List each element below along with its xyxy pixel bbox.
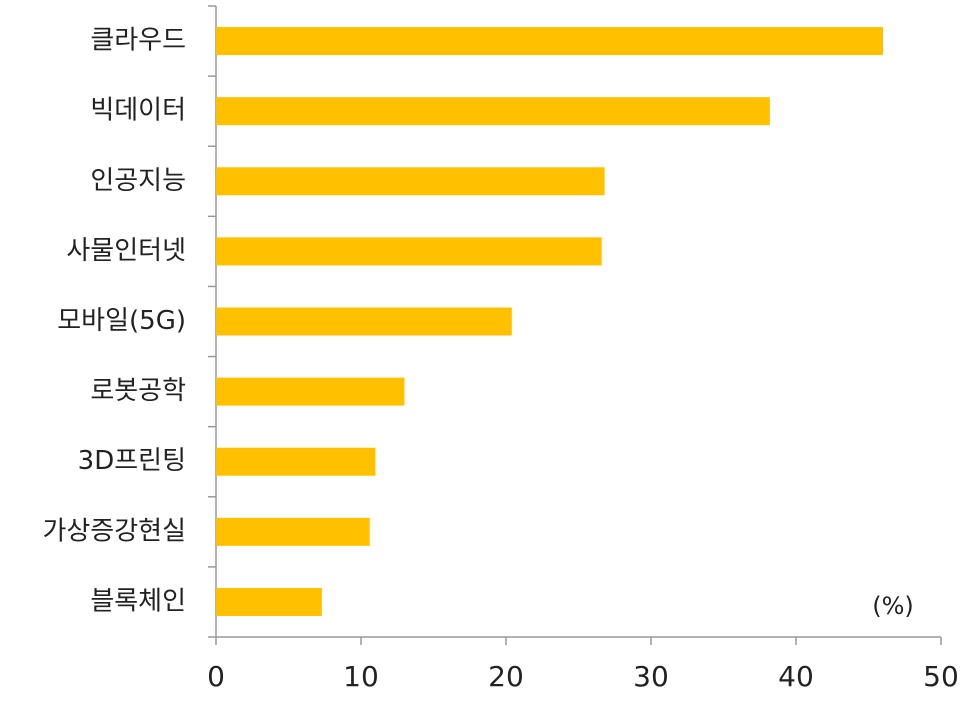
x-tick-label: 40 (778, 660, 814, 693)
bar (216, 377, 405, 406)
y-tick-label: 가상증강현실 (42, 516, 186, 546)
y-tick-label: 3D프린팅 (78, 446, 186, 476)
bar (216, 27, 883, 56)
y-tick-label: 모바일(5G) (57, 306, 186, 336)
bar (216, 517, 370, 546)
x-tick-label: 10 (343, 660, 379, 693)
y-tick-label: 빅데이터 (90, 96, 186, 126)
y-tick-label: 로봇공학 (90, 376, 186, 406)
bar (216, 447, 376, 476)
x-tick-label: 50 (923, 660, 959, 693)
y-tick-label: 클라우드 (90, 26, 186, 56)
bar (216, 237, 602, 266)
bar (216, 97, 770, 126)
y-tick-label: 인공지능 (90, 166, 186, 196)
bar (216, 307, 512, 336)
bar (216, 167, 605, 196)
unit-annotation: (%) (872, 592, 914, 620)
x-tick-label: 0 (207, 660, 225, 693)
y-tick-label: 사물인터넷 (66, 236, 186, 266)
x-tick-label: 30 (633, 660, 669, 693)
x-tick-label: 20 (488, 660, 524, 693)
bar (216, 587, 322, 616)
y-tick-label: 블록체인 (90, 586, 186, 616)
